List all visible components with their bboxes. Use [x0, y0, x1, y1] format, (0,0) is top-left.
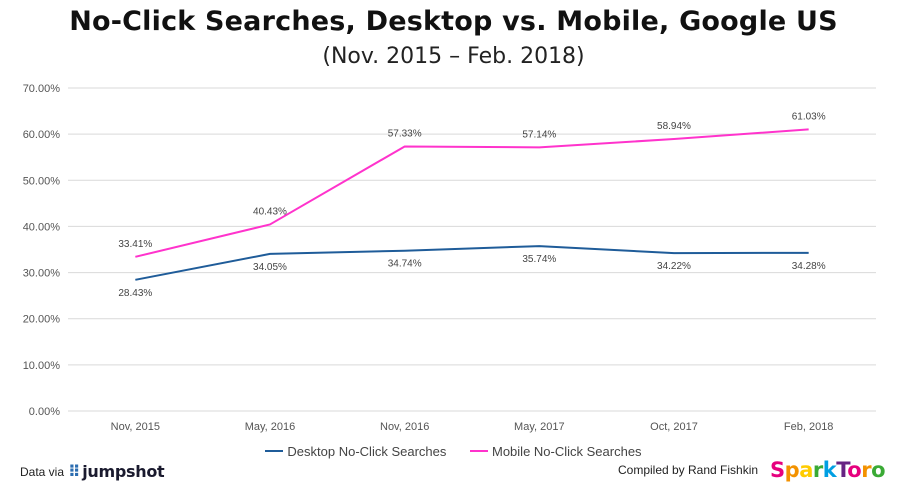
x-tick-label: May, 2017 [514, 421, 565, 433]
data-label: 34.22% [657, 261, 691, 272]
sparktoro-logo-letter: k [822, 458, 837, 482]
sparktoro-logo-letter: a [799, 458, 813, 482]
compiled-by: Compiled by Rand Fishkin SparkToro [617, 458, 886, 482]
y-tick-label: 20.00% [23, 314, 61, 326]
data-label: 57.33% [388, 128, 422, 139]
data-label: 58.94% [657, 121, 691, 132]
sparktoro-logo-letter: o [871, 458, 885, 482]
data-label: 35.74% [522, 254, 556, 265]
sparktoro-logo-letter: T [836, 458, 848, 482]
chart-subtitle: (Nov. 2015 – Feb. 2018) [322, 44, 585, 69]
desktop-series-line [135, 245, 809, 281]
y-tick-label: 60.00% [23, 129, 61, 141]
jumpshot-mark-icon: ⠿ [68, 462, 81, 481]
data-label: 28.43% [118, 288, 152, 299]
x-tick-label: Feb, 2018 [784, 421, 834, 433]
sparktoro-logo-letter: o [847, 458, 862, 482]
x-tick-label: May, 2016 [245, 421, 296, 433]
y-tick-label: 10.00% [23, 360, 61, 372]
legend-label-desktop: Desktop No-Click Searches [287, 443, 447, 459]
data-label: 34.28% [792, 261, 826, 272]
data-label: 34.05% [253, 262, 287, 273]
data-label: 33.41% [118, 239, 152, 250]
jumpshot-logo-text: jumpshot [82, 462, 165, 481]
x-tick-label: Nov, 2016 [380, 421, 429, 433]
jumpshot-logo: ⠿ jumpshot [68, 462, 165, 481]
mobile-series-line [135, 128, 809, 258]
y-tick-label: 40.00% [23, 221, 61, 233]
sparktoro-logo: SparkToro [770, 458, 885, 482]
chart-legend: Desktop No-Click Searches Mobile No-Clic… [0, 440, 907, 459]
data-label: 61.03% [792, 111, 826, 122]
sparktoro-logo-letter: r [861, 458, 872, 482]
line-chart: 0.00% 10.00% 20.00% 30.00% 40.00% 50.00% 60.00… [23, 83, 876, 433]
data-source: Data via ⠿ jumpshot [20, 462, 165, 481]
x-tick-label: Oct, 2017 [650, 421, 698, 433]
y-tick-label: 30.00% [23, 268, 61, 280]
y-tick-label: 0.00% [29, 406, 60, 418]
data-label: 57.14% [522, 129, 556, 140]
y-tick-label: 70.00% [23, 83, 61, 95]
legend-item-desktop: Desktop No-Click Searches [265, 444, 446, 459]
sparktoro-logo-letter: S [770, 458, 785, 482]
x-tick-label: Nov, 2015 [111, 421, 160, 433]
sparktoro-logo-letter: r [812, 458, 823, 482]
legend-item-mobile: Mobile No-Click Searches [470, 444, 642, 459]
compiled-by-label: Compiled by Rand Fishkin [617, 463, 759, 477]
legend-swatch-mobile [470, 450, 488, 452]
chart-title: No-Click Searches, Desktop vs. Mobile, G… [69, 6, 838, 37]
legend-swatch-desktop [265, 450, 284, 452]
data-label: 34.74% [388, 259, 422, 270]
data-label: 40.43% [253, 206, 287, 217]
sparktoro-logo-letter: p [784, 458, 800, 482]
data-via-label: Data via [20, 464, 65, 479]
legend-label-mobile: Mobile No-Click Searches [492, 443, 642, 459]
y-tick-label: 50.00% [23, 175, 61, 187]
